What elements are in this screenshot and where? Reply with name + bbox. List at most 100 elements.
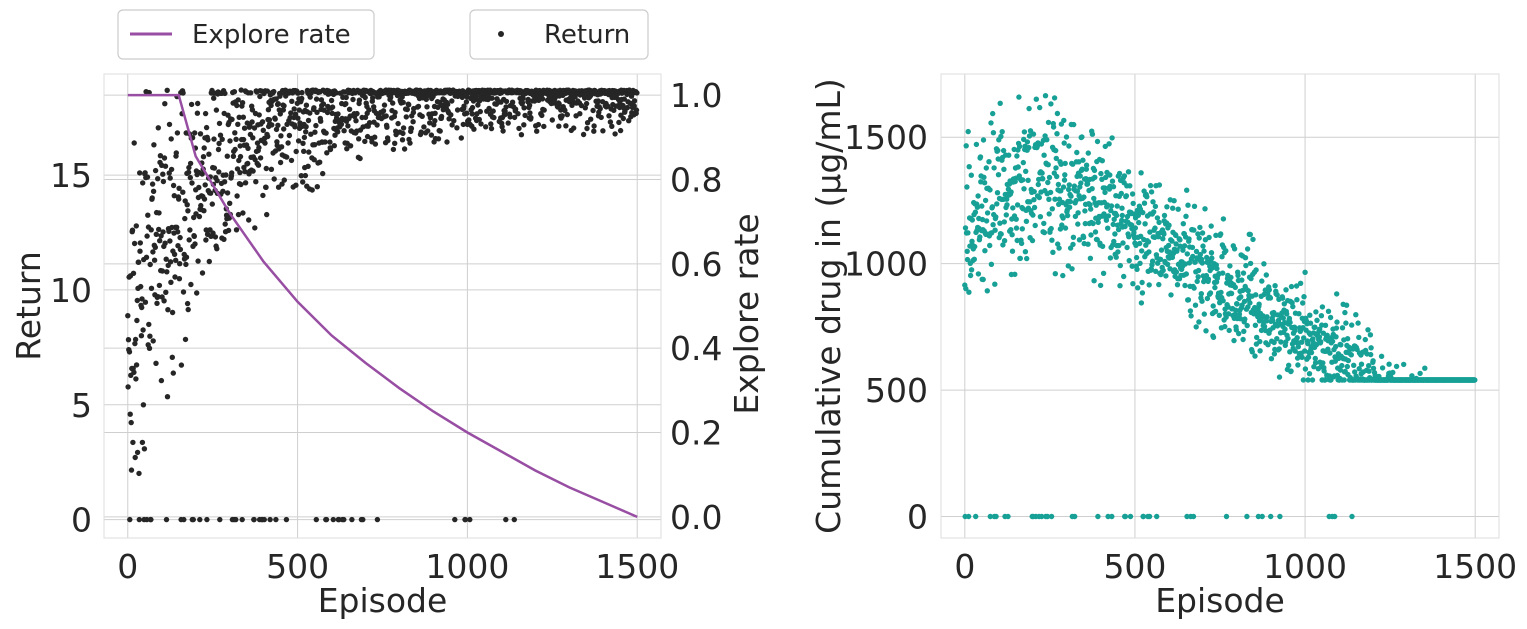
drug-point: [1055, 181, 1062, 188]
return-point: [449, 122, 455, 128]
return-point: [197, 516, 203, 523]
drug-point: [1054, 110, 1061, 117]
return-point: [214, 177, 220, 184]
return-point: [364, 133, 371, 140]
drug-point: [1112, 231, 1118, 237]
drug-point: [1242, 316, 1248, 322]
drug-point: [1001, 219, 1007, 225]
drug-point: [1307, 320, 1314, 326]
drug-point: [1154, 513, 1160, 520]
return-point: [408, 125, 415, 132]
return-point: [177, 261, 183, 267]
return-point: [328, 97, 335, 104]
return-point: [249, 107, 256, 113]
drug-point: [1277, 513, 1283, 520]
drug-point: [1386, 361, 1392, 367]
drug-point: [1314, 317, 1320, 323]
right-y-tick-labels: 0.0 0.2 0.4 0.6 0.8 1.0: [670, 76, 722, 537]
drug-point: [1037, 104, 1043, 111]
drug-point: [1379, 365, 1386, 371]
right-y-tick-drug-2: 1000: [844, 245, 928, 284]
return-point: [301, 148, 307, 154]
drug-point: [1165, 242, 1172, 249]
drug-point: [1115, 249, 1121, 255]
drug-point: [1015, 164, 1021, 170]
return-point: [131, 369, 137, 375]
drug-point: [1247, 300, 1253, 306]
drug-point: [1283, 287, 1289, 293]
return-point: [584, 125, 590, 132]
return-point: [559, 113, 565, 119]
drug-point: [1288, 368, 1294, 374]
drug-point: [1130, 281, 1136, 287]
drug-point: [1138, 300, 1145, 306]
drug-point: [1296, 311, 1302, 317]
drug-point: [1184, 187, 1190, 193]
drug-point: [1110, 184, 1117, 190]
return-point: [168, 279, 174, 285]
return-point: [534, 128, 540, 134]
drug-point: [1041, 220, 1047, 227]
drug-point: [995, 147, 1001, 154]
drug-point: [1268, 513, 1274, 520]
return-point: [323, 516, 330, 523]
return-point: [222, 221, 228, 227]
return-point: [254, 140, 261, 146]
drug-point: [1004, 202, 1010, 208]
drug-point: [963, 285, 969, 292]
drug-point: [1137, 240, 1143, 247]
return-point: [371, 104, 377, 110]
drug-point: [1173, 241, 1179, 247]
drug-point: [965, 128, 971, 135]
drug-point: [1252, 353, 1258, 359]
drug-point: [968, 267, 975, 273]
return-point: [196, 184, 202, 191]
drug-point: [1130, 200, 1136, 207]
drug-point: [1097, 282, 1104, 289]
return-point: [311, 105, 317, 111]
drug-point: [1161, 212, 1168, 219]
drug-point: [1321, 368, 1327, 374]
drug-point: [1070, 234, 1077, 240]
return-point: [590, 107, 596, 114]
drug-point: [1209, 265, 1215, 271]
drug-point: [1004, 196, 1010, 202]
drug-point: [975, 193, 981, 199]
return-point: [187, 174, 193, 181]
return-point: [556, 123, 562, 129]
drug-point: [1053, 165, 1059, 171]
return-point: [313, 96, 320, 102]
drug-point: [1278, 339, 1284, 345]
return-point: [132, 340, 138, 347]
drug-point: [1121, 173, 1128, 179]
return-point: [256, 144, 262, 151]
drug-point: [1013, 216, 1019, 222]
drug-point: [1062, 160, 1068, 167]
return-point: [516, 125, 522, 132]
return-point: [535, 121, 542, 128]
drug-point: [989, 204, 996, 210]
return-point: [437, 128, 443, 134]
drug-point: [1344, 336, 1351, 342]
return-point: [612, 131, 618, 137]
drug-point: [1053, 155, 1060, 162]
drug-point: [1033, 96, 1040, 102]
drug-point: [1181, 243, 1188, 249]
drug-point: [1177, 237, 1183, 243]
drug-point: [1193, 248, 1200, 255]
drug-point: [1022, 168, 1029, 174]
drug-point: [1334, 319, 1340, 325]
return-point: [320, 170, 326, 177]
drug-point: [999, 129, 1005, 135]
return-point: [158, 377, 165, 384]
drug-point: [1222, 323, 1228, 330]
return-point: [157, 153, 164, 159]
drug-point: [1090, 220, 1096, 227]
drug-point: [1268, 356, 1275, 362]
drug-point: [1333, 325, 1340, 331]
drug-point: [1254, 334, 1260, 341]
drug-point: [972, 209, 979, 215]
drug-point: [1366, 368, 1372, 374]
drug-point: [1042, 93, 1049, 99]
return-point: [125, 384, 131, 390]
